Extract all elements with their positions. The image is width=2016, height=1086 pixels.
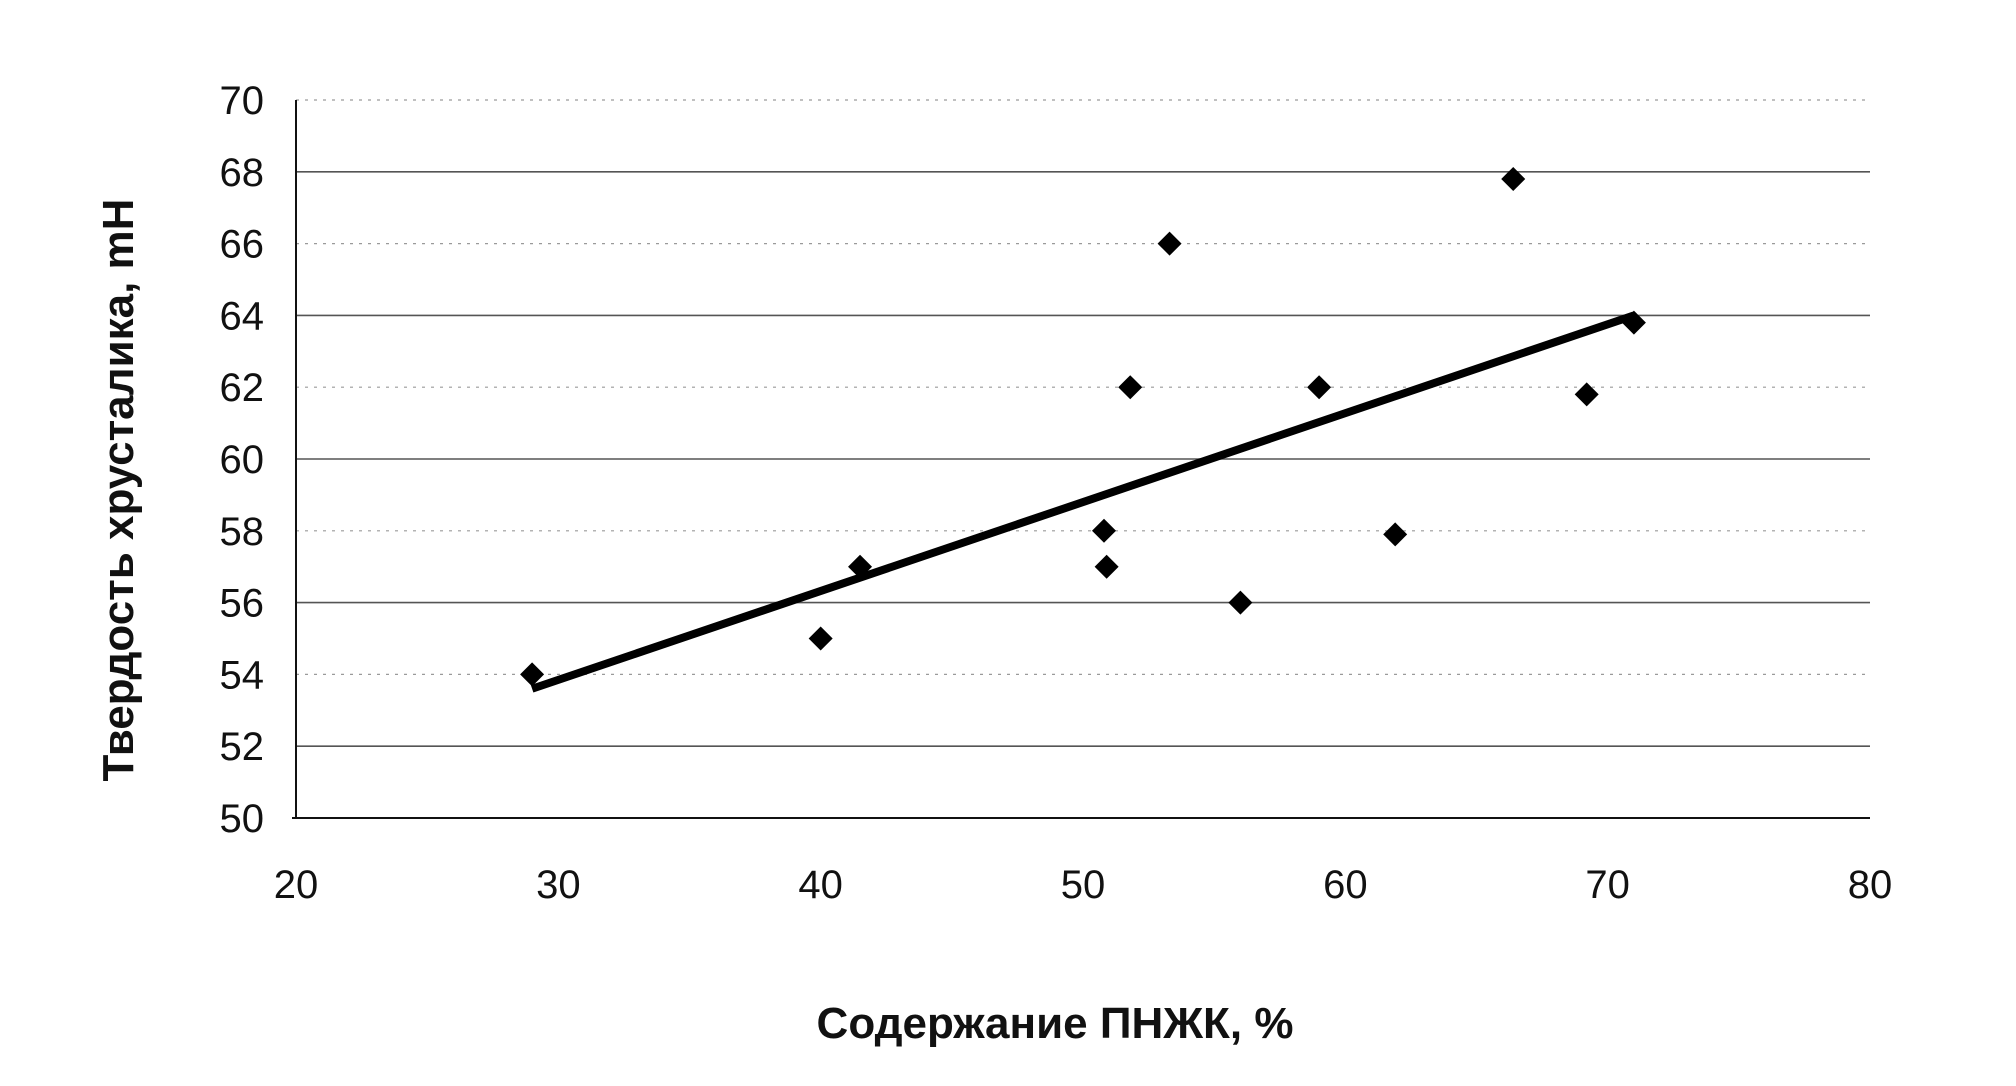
y-tick-label-58: 58 — [220, 510, 265, 554]
y-tick-label-66: 66 — [220, 223, 265, 267]
gridlines — [296, 99, 1870, 748]
y-tick-label-50: 50 — [220, 797, 265, 841]
data-point-8 — [1228, 590, 1253, 615]
y-tick-label-56: 56 — [220, 582, 265, 626]
data-points — [520, 166, 1646, 687]
x-tick-label-60: 60 — [1323, 863, 1368, 907]
data-point-12 — [1574, 382, 1599, 407]
x-tick-label-40: 40 — [798, 863, 843, 907]
y-tick-label-60: 60 — [220, 438, 265, 482]
y-tick-label-62: 62 — [220, 366, 265, 410]
data-point-9 — [1307, 375, 1332, 400]
data-point-11 — [1501, 166, 1526, 191]
y-tick-label-68: 68 — [220, 151, 265, 195]
trendline — [530, 311, 1636, 693]
trendline-group — [530, 311, 1636, 693]
data-point-5 — [1094, 554, 1119, 579]
y-axis-title: Твердость хрусталика, mH — [94, 199, 143, 782]
data-point-2 — [808, 626, 833, 651]
data-point-3 — [848, 554, 873, 579]
data-point-7 — [1157, 231, 1182, 256]
y-tick-label-52: 52 — [220, 725, 265, 769]
x-tick-label-50: 50 — [1061, 863, 1106, 907]
data-point-10 — [1383, 522, 1408, 547]
x-tick-labels: 20 30 40 50 60 70 80 — [274, 863, 1893, 907]
x-tick-label-20: 20 — [274, 863, 319, 907]
data-point-6 — [1118, 375, 1143, 400]
y-tick-label-64: 64 — [220, 294, 265, 338]
y-tick-label-70: 70 — [220, 79, 265, 123]
x-axis-title: Содержание ПНЖК, % — [817, 999, 1294, 1048]
data-point-4 — [1091, 518, 1116, 543]
data-point-13 — [1621, 310, 1646, 335]
x-tick-label-80: 80 — [1848, 863, 1893, 907]
y-tick-labels: 50 52 54 56 58 60 62 64 66 68 70 — [220, 79, 265, 841]
x-tick-label-70: 70 — [1585, 863, 1630, 907]
axes — [292, 100, 1870, 819]
data-point-1 — [520, 662, 545, 687]
x-tick-label-30: 30 — [536, 863, 581, 907]
y-tick-label-54: 54 — [220, 653, 265, 697]
